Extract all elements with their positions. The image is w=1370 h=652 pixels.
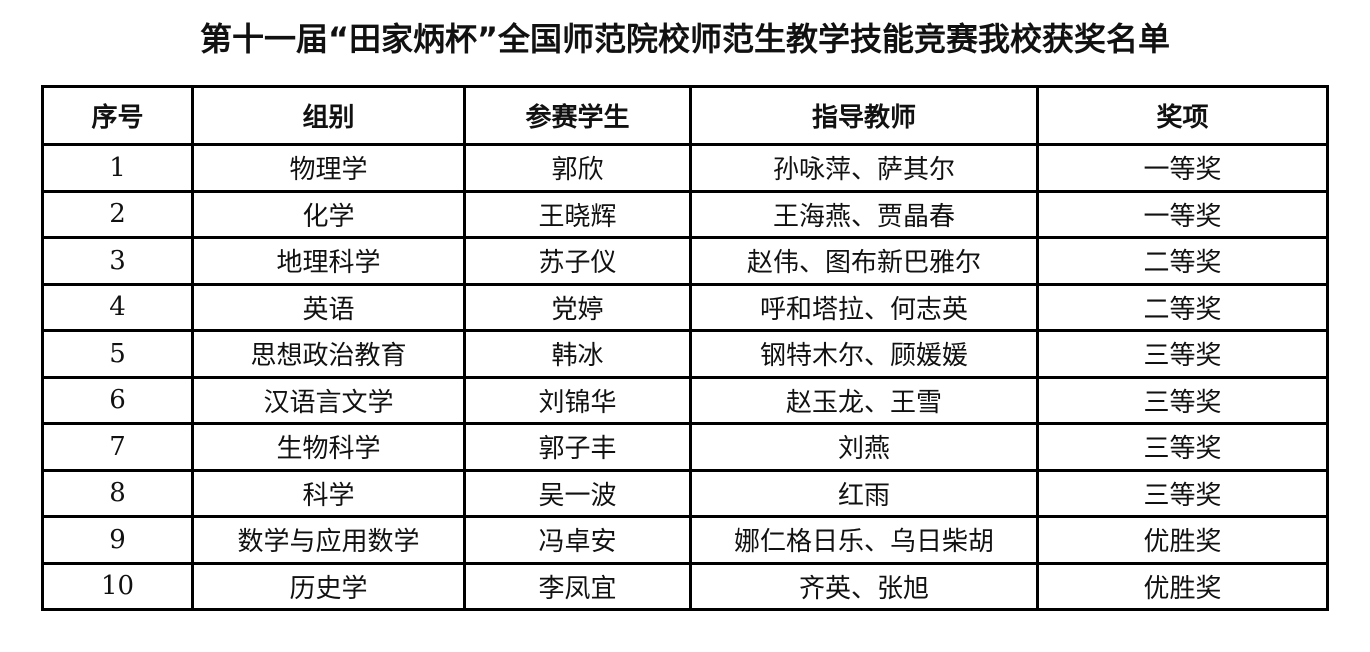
cell-group: 物理学 <box>191 143 466 193</box>
cell-group: 数学与应用数学 <box>191 515 466 565</box>
table-row: 2 化学 王晓辉 王海燕、贾晶春 一等奖 <box>41 189 1329 239</box>
cell-award: 二等奖 <box>1036 236 1329 286</box>
cell-award: 三等奖 <box>1036 422 1329 472</box>
table-row: 1 物理学 郭欣 孙咏萍、萨其尔 一等奖 <box>41 143 1329 193</box>
cell-student: 郭欣 <box>463 143 692 193</box>
cell-index: 5 <box>41 329 194 379</box>
cell-index: 7 <box>41 422 194 472</box>
cell-index: 3 <box>41 236 194 286</box>
table-row: 10 历史学 李凤宜 齐英、张旭 优胜奖 <box>41 561 1329 611</box>
cell-advisor: 红雨 <box>689 468 1039 518</box>
header-index: 序号 <box>41 85 194 146</box>
cell-group: 历史学 <box>191 561 466 611</box>
cell-award: 三等奖 <box>1036 329 1329 379</box>
cell-student: 苏子仪 <box>463 236 692 286</box>
cell-award: 三等奖 <box>1036 468 1329 518</box>
header-group: 组别 <box>191 85 466 146</box>
cell-award: 一等奖 <box>1036 189 1329 239</box>
cell-advisor: 齐英、张旭 <box>689 561 1039 611</box>
cell-advisor: 赵玉龙、王雪 <box>689 375 1039 425</box>
awards-table: 序号 组别 参赛学生 指导教师 奖项 1 物理学 郭欣 孙咏萍、萨其尔 一等奖 2 化学 王晓… <box>41 85 1329 611</box>
cell-group: 生物科学 <box>191 422 466 472</box>
cell-group: 英语 <box>191 282 466 332</box>
header-student: 参赛学生 <box>463 85 692 146</box>
cell-advisor: 赵伟、图布新巴雅尔 <box>689 236 1039 286</box>
cell-student: 吴一波 <box>463 468 692 518</box>
cell-index: 2 <box>41 189 194 239</box>
cell-advisor: 呼和塔拉、何志英 <box>689 282 1039 332</box>
table-row: 4 英语 党婷 呼和塔拉、何志英 二等奖 <box>41 282 1329 332</box>
cell-group: 科学 <box>191 468 466 518</box>
header-award: 奖项 <box>1036 85 1329 146</box>
cell-student: 冯卓安 <box>463 515 692 565</box>
table-row: 5 思想政治教育 韩冰 钢特木尔、顾媛媛 三等奖 <box>41 329 1329 379</box>
cell-group: 汉语言文学 <box>191 375 466 425</box>
cell-student: 刘锦华 <box>463 375 692 425</box>
cell-student: 韩冰 <box>463 329 692 379</box>
cell-award: 优胜奖 <box>1036 515 1329 565</box>
cell-index: 4 <box>41 282 194 332</box>
cell-student: 李凤宜 <box>463 561 692 611</box>
document-title: 第十一届“田家炳杯”全国师范院校师范生教学技能竞赛我校获奖名单 <box>199 20 1171 58</box>
cell-award: 三等奖 <box>1036 375 1329 425</box>
cell-advisor: 孙咏萍、萨其尔 <box>689 143 1039 193</box>
cell-advisor: 娜仁格日乐、乌日柴胡 <box>689 515 1039 565</box>
cell-index: 10 <box>41 561 194 611</box>
cell-group: 思想政治教育 <box>191 329 466 379</box>
table-header-row: 序号 组别 参赛学生 指导教师 奖项 <box>41 85 1329 146</box>
cell-group: 地理科学 <box>191 236 466 286</box>
table-row: 9 数学与应用数学 冯卓安 娜仁格日乐、乌日柴胡 优胜奖 <box>41 515 1329 565</box>
table-row: 7 生物科学 郭子丰 刘燕 三等奖 <box>41 422 1329 472</box>
cell-student: 党婷 <box>463 282 692 332</box>
cell-group: 化学 <box>191 189 466 239</box>
cell-student: 郭子丰 <box>463 422 692 472</box>
cell-award: 二等奖 <box>1036 282 1329 332</box>
cell-advisor: 钢特木尔、顾媛媛 <box>689 329 1039 379</box>
cell-index: 1 <box>41 143 194 193</box>
cell-index: 8 <box>41 468 194 518</box>
cell-award: 一等奖 <box>1036 143 1329 193</box>
cell-student: 王晓辉 <box>463 189 692 239</box>
header-advisor: 指导教师 <box>689 85 1039 146</box>
cell-advisor: 王海燕、贾晶春 <box>689 189 1039 239</box>
cell-advisor: 刘燕 <box>689 422 1039 472</box>
cell-award: 优胜奖 <box>1036 561 1329 611</box>
cell-index: 9 <box>41 515 194 565</box>
table-row: 8 科学 吴一波 红雨 三等奖 <box>41 468 1329 518</box>
table-row: 3 地理科学 苏子仪 赵伟、图布新巴雅尔 二等奖 <box>41 236 1329 286</box>
cell-index: 6 <box>41 375 194 425</box>
table-row: 6 汉语言文学 刘锦华 赵玉龙、王雪 三等奖 <box>41 375 1329 425</box>
